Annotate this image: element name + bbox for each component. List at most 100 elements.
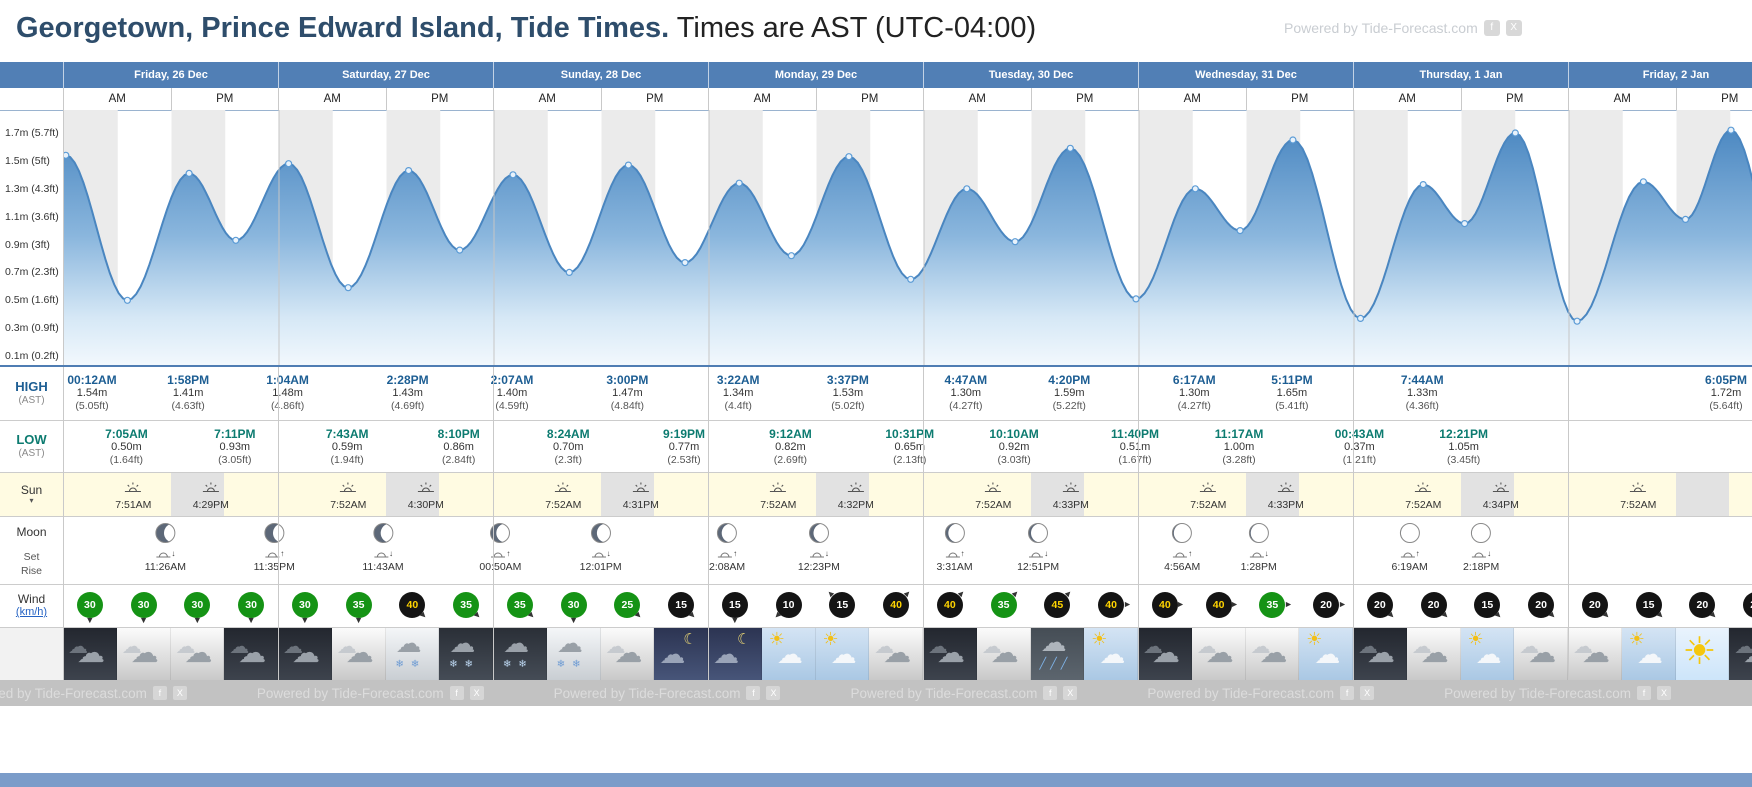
moon-entry: ↑ 4:56AM: [1164, 522, 1200, 573]
tide-time: 3:37PM: [826, 373, 869, 387]
x-icon[interactable]: X: [1656, 686, 1671, 700]
facebook-icon[interactable]: f: [152, 686, 167, 700]
high-tide-entry: 00:12AM 1.54m (5.05ft): [67, 374, 116, 413]
weather-cloud-icon: ☁ ☁: [1514, 628, 1568, 680]
y-axis-label: 1.7m (5.7ft): [5, 127, 59, 139]
wind-speed: 15: [829, 592, 856, 618]
x-icon[interactable]: X: [1063, 686, 1078, 700]
am-pm-row: AM PM AM PM AM PM AM PM AM PM AM PM AM PM AM PM: [0, 88, 1752, 111]
x-icon[interactable]: X: [1505, 20, 1522, 36]
wind-direction-arrow: ▼: [470, 608, 484, 623]
wind-badge: 10 ▼: [771, 592, 802, 622]
sunset-shading: [600, 473, 655, 516]
wind-speed: 20: [1366, 592, 1393, 618]
tide-extreme-dot: [1236, 226, 1244, 235]
am-label: AM: [278, 88, 386, 110]
wind-badge: 40 ▼: [1098, 592, 1132, 618]
day-header-row: Friday, 26 Dec Saturday, 27 Dec Sunday, 28…: [0, 62, 1752, 88]
x-icon[interactable]: X: [1360, 686, 1375, 700]
footer-powered-link[interactable]: Powered by Tide-Forecast.com: [0, 685, 147, 701]
sunset-icon: [1268, 480, 1304, 498]
tide-extreme-dot: [64, 151, 70, 159]
wind-speed: 20: [1313, 592, 1340, 618]
footer-powered-link[interactable]: Powered by Tide-Forecast.com: [553, 685, 741, 701]
tide-time: 1:04AM: [266, 373, 309, 387]
moon-entry: ↓ 12:23PM: [798, 522, 840, 573]
wind-speed: 40: [936, 592, 963, 618]
moon-time: 4:56AM: [1164, 561, 1201, 573]
y-axis-label: 0.3m (0.9ft): [5, 322, 59, 335]
sunrise-icon: [1190, 480, 1226, 498]
tide-extreme-dot: [232, 236, 240, 244]
facebook-icon[interactable]: f: [1340, 686, 1355, 700]
footer-powered-link[interactable]: Powered by Tide-Forecast.com: [1147, 685, 1335, 701]
facebook-icon[interactable]: f: [1043, 686, 1058, 700]
moon-rise-icon: ↑: [1392, 549, 1428, 559]
weather-snow-icon: ☁ ❄❄: [546, 628, 601, 680]
wind-badge: 20▼: [1366, 592, 1398, 622]
moon-entry: ↓ 11:43AM: [362, 522, 404, 573]
moon-entry: ↑ 2:08AM: [709, 522, 745, 573]
wind-speed: 30: [560, 592, 587, 618]
footer-powered-link[interactable]: Powered by Tide-Forecast.com: [1444, 685, 1631, 701]
powered-by-link[interactable]: Powered by Tide-Forecast.com: [1284, 20, 1478, 36]
wind-unit-link[interactable]: (km/h): [15, 606, 48, 618]
wind-badge: 40 ▼: [883, 587, 914, 618]
footer-powered-link[interactable]: Powered by Tide-Forecast.com: [850, 685, 1038, 701]
wind-direction-arrow: ▼: [192, 615, 202, 625]
facebook-icon[interactable]: f: [449, 686, 464, 700]
weather-night-partly-icon: ☾ ☁: [708, 628, 762, 680]
low-tide-entry: 8:24AM 0.70m (2.3ft): [547, 428, 590, 467]
footer-powered-link[interactable]: Powered by Tide-Forecast.com: [256, 685, 444, 701]
tide-height-ft: (5.64ft): [1709, 400, 1743, 412]
wind-direction-arrow: ▼: [685, 608, 699, 623]
facebook-icon[interactable]: f: [1483, 20, 1500, 36]
wind-speed: 20: [1689, 592, 1716, 618]
wind-badge: 15 ▼: [668, 592, 699, 622]
moon-set-icon: ↓: [145, 549, 186, 559]
sun-row-toggle-icon[interactable]: ▾: [29, 496, 34, 505]
tide-height-ft: (1.94ft): [330, 454, 364, 466]
moon-time: 11:35PM: [253, 561, 295, 573]
sunrise-time: 7:52AM: [545, 499, 582, 511]
tide-time: 6:05PM: [1704, 373, 1748, 387]
moon-phase-icon: [1248, 523, 1269, 543]
sunset-entry: 4:33PM: [1053, 480, 1089, 511]
high-tide-entry: 3:00PM 1.47m (4.84ft): [606, 374, 648, 413]
x-icon[interactable]: X: [172, 686, 187, 700]
moon-rise-icon: ↑: [936, 549, 972, 559]
weather-snow-icon: ☁ ❄❄: [385, 628, 440, 680]
moon-set-icon: ↓: [798, 549, 840, 559]
facebook-icon[interactable]: f: [1636, 686, 1651, 700]
tide-height-ft: (4.27ft): [949, 400, 983, 412]
sunrise-entry: 7:52AM: [1620, 480, 1656, 511]
wind-speed: 40: [1151, 592, 1178, 618]
tide-time: 4:20PM: [1048, 373, 1091, 387]
tide-height-ft: (5.02ft): [831, 400, 865, 412]
tide-height-m: 1.30m: [950, 387, 982, 399]
tide-time: 4:47AM: [944, 373, 988, 387]
sunrise-time: 7:51AM: [115, 499, 152, 511]
tide-height-m: 1.72m: [1710, 387, 1742, 399]
moon-entry: ↑ 3:31AM: [936, 522, 973, 573]
wind-speed: 30: [238, 592, 265, 618]
tide-extreme-dot: [185, 169, 193, 178]
x-icon[interactable]: X: [766, 686, 781, 700]
moon-set-icon: ↓: [1241, 549, 1277, 559]
sunrise-entry: 7:52AM: [330, 480, 366, 511]
wind-speed: 35: [506, 592, 533, 618]
facebook-icon[interactable]: f: [746, 686, 761, 700]
y-axis-label: 0.9m (3ft): [5, 238, 50, 251]
tide-height-m: 1.34m: [722, 387, 754, 399]
sunset-shading: [1460, 473, 1515, 516]
sunset-time: 4:33PM: [1267, 499, 1304, 511]
wind-speed: 15: [721, 592, 748, 618]
pm-label: PM: [1460, 88, 1569, 110]
x-icon[interactable]: X: [469, 686, 484, 700]
y-axis-label: 1.5m (5ft): [5, 154, 50, 167]
tide-time: 00:43AM: [1334, 427, 1385, 441]
wind-badge: 30 ▼: [76, 592, 103, 625]
bottom-strip: [0, 773, 1752, 787]
wind-badge: 40 ▼: [1151, 592, 1185, 618]
